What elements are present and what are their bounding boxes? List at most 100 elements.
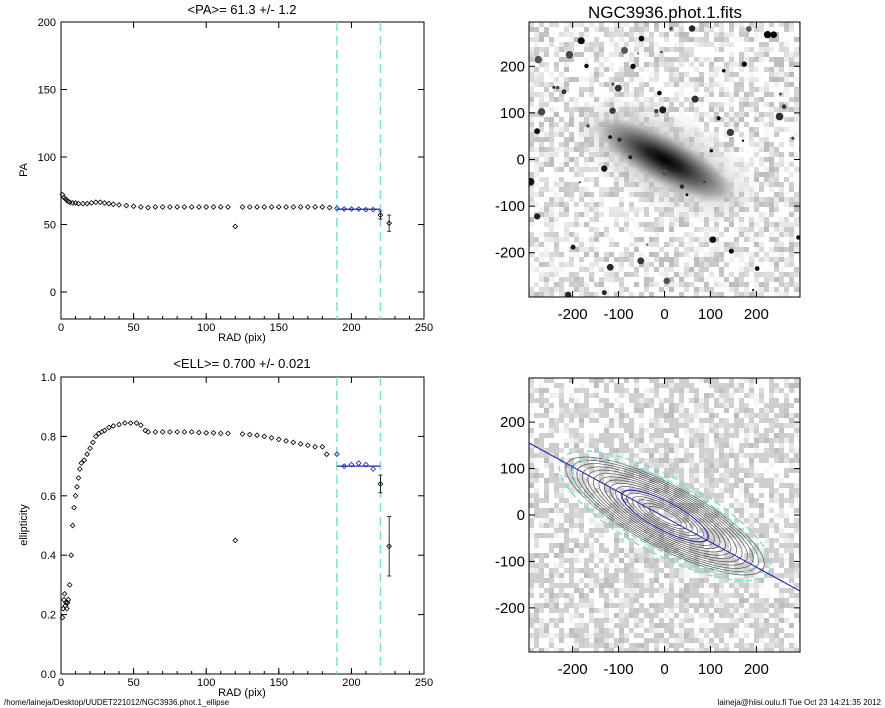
noise-pixel [789,222,794,227]
noise-pixel [544,162,549,167]
ell-x-tick-label: 250 [415,677,433,689]
noise-pixel [679,57,684,62]
noise-pixel [694,398,699,403]
noise-pixel [629,87,634,92]
noise-pixel [529,277,534,282]
ell-data-point [59,614,66,621]
noise-pixel [739,67,744,72]
noise-pixel [569,97,574,102]
noise-pixel [629,543,634,548]
noise-pixel [724,292,729,297]
noise-pixel [609,508,614,513]
noise-pixel [609,277,614,282]
noise-pixel [534,558,539,563]
noise-pixel [739,508,744,513]
noise-pixel [759,292,764,297]
noise-pixel [599,77,604,82]
noise-pixel [614,533,619,538]
noise-pixel [734,413,739,418]
noise-pixel [569,388,574,393]
noise-pixel [639,553,644,558]
noise-pixel [534,468,539,473]
noise-pixel [659,553,664,558]
noise-pixel [624,518,629,523]
noise-pixel [604,72,609,77]
noise-pixel [749,47,754,52]
noise-pixel [784,438,789,443]
noise-pixel [714,117,719,122]
noise-pixel [749,127,754,132]
noise-pixel [774,162,779,167]
noise-pixel [694,378,699,383]
noise-pixel [544,383,549,388]
noise-pixel [749,97,754,102]
noise-pixel [614,518,619,523]
noise-pixel [654,232,659,237]
noise-pixel [704,57,709,62]
noise-pixel [574,182,579,187]
noise-pixel [574,177,579,182]
pa-data-point [290,204,297,210]
noise-pixel [694,267,699,272]
noise-pixel [764,508,769,513]
noise-pixel [559,227,564,232]
noise-pixel [624,292,629,297]
noise-pixel [579,518,584,523]
noise-pixel [759,543,764,548]
noise-pixel [794,538,799,543]
noise-pixel [644,257,649,262]
noise-pixel [684,267,689,272]
noise-pixel [779,97,784,102]
noise-pixel [554,378,559,383]
galaxy-image-panel: NGC3936.phot.1.fits -200 -100 0 100 20020010… [495,3,801,323]
noise-pixel [629,483,634,488]
noise-pixel [769,197,774,202]
noise-pixel [559,82,564,87]
noise-pixel [554,287,559,292]
noise-pixel [659,57,664,62]
star [637,257,645,265]
noise-pixel [619,433,624,438]
noise-pixel [549,47,554,52]
star [620,46,629,54]
noise-pixel [604,237,609,242]
pa-data-point [84,200,91,207]
noise-pixel [669,67,674,72]
noise-pixel [774,267,779,272]
noise-pixel [659,458,664,463]
noise-pixel [789,428,794,433]
noise-pixel [704,77,709,82]
noise-pixel [574,152,579,157]
noise-pixel [759,77,764,82]
noise-pixel [554,237,559,242]
noise-pixel [594,242,599,247]
noise-pixel [744,277,749,282]
noise-pixel [669,57,674,62]
noise-pixel [574,187,579,192]
noise-pixel [739,112,744,117]
noise-pixel [549,272,554,277]
noise-pixel [574,272,579,277]
noise-pixel [659,272,664,277]
noise-pixel [529,503,534,508]
noise-pixel [699,403,704,408]
noise-pixel [539,533,544,538]
noise-pixel [784,272,789,277]
noise-pixel [784,408,789,413]
noise-pixel [634,272,639,277]
noise-pixel [629,32,634,37]
noise-pixel [674,513,679,518]
noise-pixel [614,443,619,448]
noise-pixel [529,147,534,152]
noise-pixel [734,132,739,137]
noise-pixel [679,543,684,548]
noise-pixel [674,478,679,483]
noise-pixel [539,137,544,142]
noise-pixel [679,413,684,418]
noise-pixel [759,533,764,538]
noise-pixel [719,282,724,287]
noise-pixel [769,433,774,438]
noise-pixel [544,292,549,297]
noise-pixel [634,287,639,292]
noise-pixel [569,227,574,232]
